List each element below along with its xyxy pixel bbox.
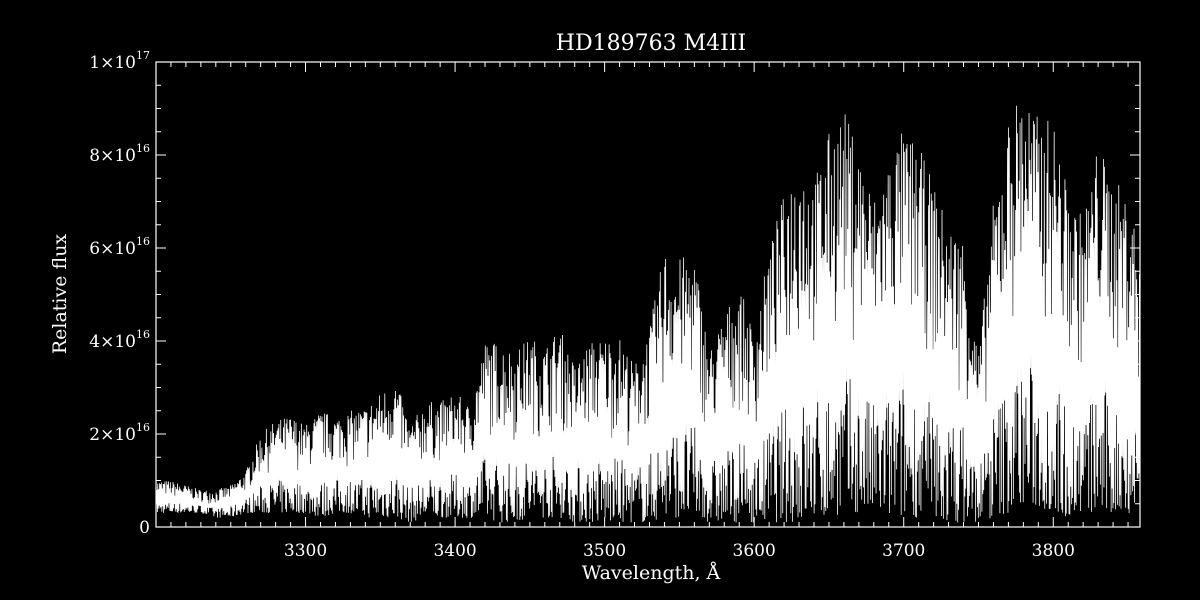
x-tick-label: 3800 — [1032, 541, 1075, 561]
x-tick-label: 3500 — [583, 541, 626, 561]
x-axis-label: Wavelength, Å — [582, 562, 721, 584]
y-tick-label: 1×1017 — [89, 49, 150, 73]
x-tick-label: 3600 — [733, 541, 776, 561]
y-tick-label: 2×1016 — [89, 421, 150, 445]
x-ticks: 3300 3400 3500 3600 3700 3800 — [170, 62, 1129, 561]
y-ticks: 0 2×1016 4×1016 6×1016 8×1016 1×1017 — [89, 49, 1140, 538]
y-tick-label: 4×1016 — [89, 328, 150, 352]
y-axis-label: Relative flux — [49, 234, 71, 355]
x-tick-label: 3300 — [284, 541, 327, 561]
x-tick-label: 3700 — [882, 541, 925, 561]
spectrum-series — [155, 105, 1141, 523]
y-tick-label: 0 — [139, 518, 150, 538]
spectrum-line — [155, 105, 1141, 523]
x-tick-label: 3400 — [433, 541, 476, 561]
y-tick-label: 6×1016 — [89, 235, 150, 259]
y-tick-label: 8×1016 — [89, 142, 150, 166]
chart-title: HD189763 M4III — [556, 31, 746, 56]
